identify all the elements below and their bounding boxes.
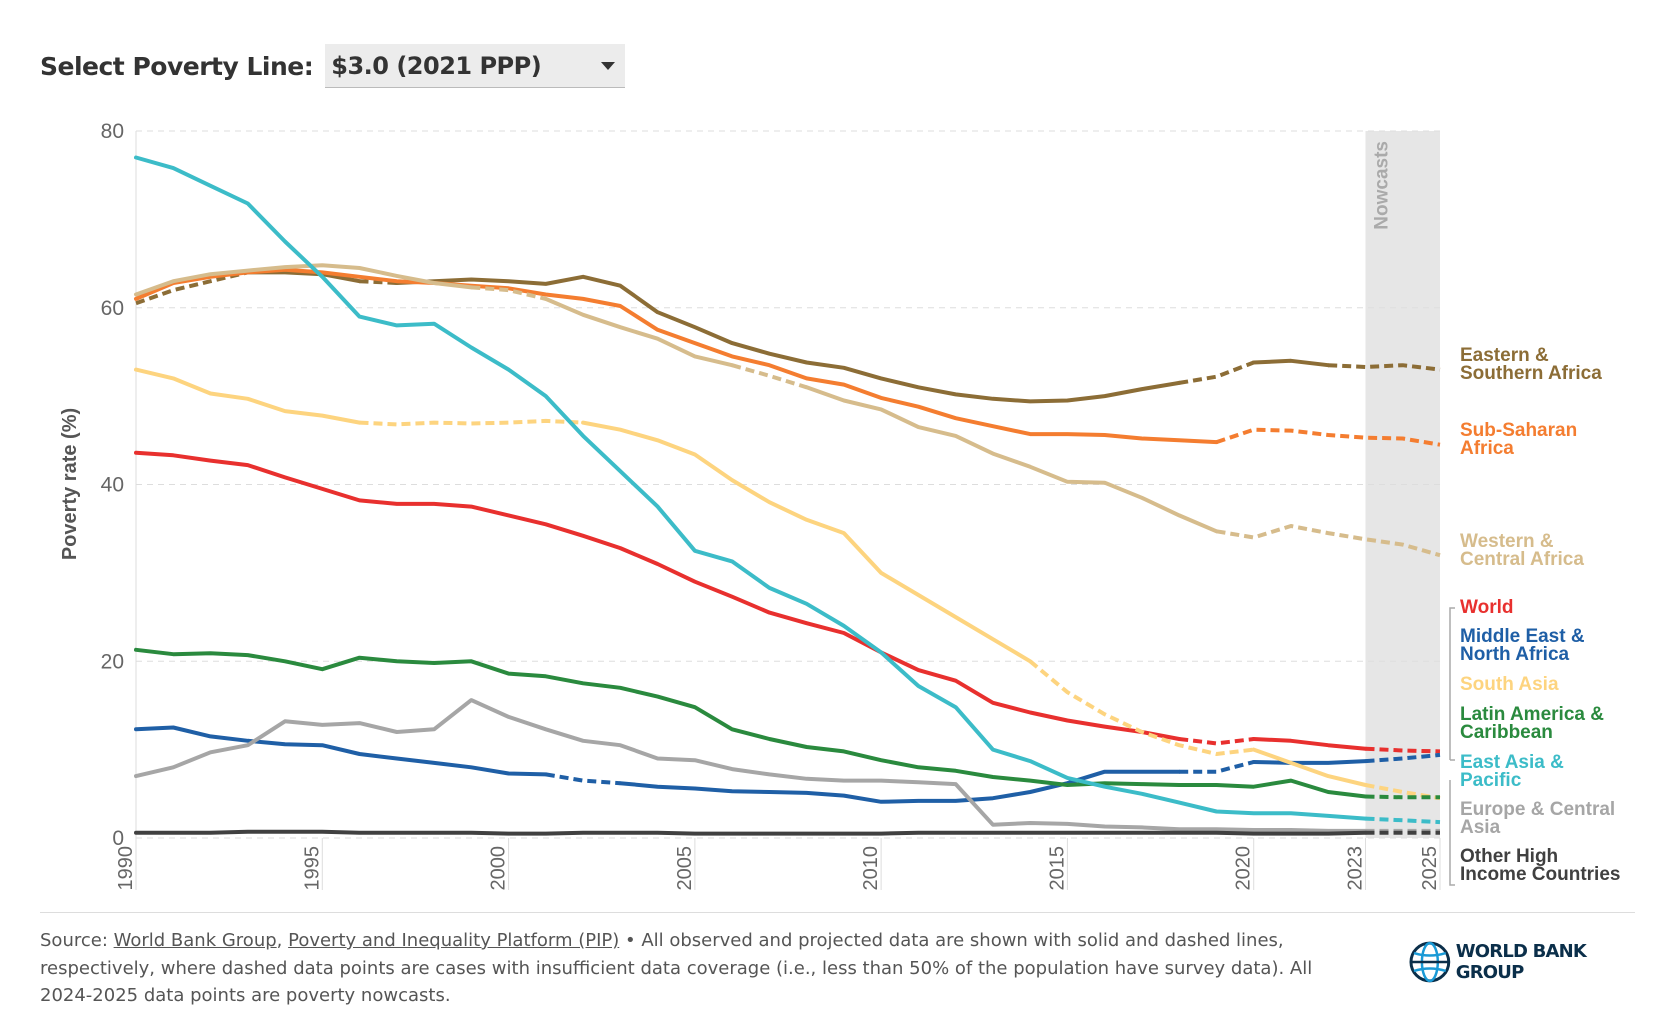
series-line-east-asia-pacific	[1365, 816, 1441, 825]
x-tick-label: 2015	[1046, 846, 1068, 891]
series-line-east-asia-pacific	[134, 155, 1368, 821]
series-label: East Asia &	[1460, 752, 1564, 773]
series-line-middle-east-north-africa	[618, 769, 1182, 804]
poverty-line-selector: Select Poverty Line: $3.0 (2021 PPP)	[40, 44, 626, 88]
series-line-western-central-africa	[471, 285, 547, 301]
series-line-western-central-africa	[134, 263, 474, 297]
series-line-south-asia	[359, 418, 584, 427]
series-line-eastern-southern-africa	[135, 270, 249, 306]
source-sep: ,	[276, 930, 289, 951]
y-tick-label: 20	[101, 650, 124, 673]
series-line-world	[1178, 737, 1254, 746]
x-tick-label: 2020	[1233, 846, 1255, 891]
world-bank-link[interactable]: World Bank Group	[113, 930, 277, 951]
x-tick-label: 1995	[301, 846, 323, 891]
series-line-latin-america-caribbean	[1365, 794, 1440, 800]
series-line-latin-america-caribbean	[134, 647, 1368, 799]
series-line-sub-saharan-africa	[1215, 427, 1441, 447]
x-tick-label: 2000	[488, 846, 510, 891]
series-line-south-asia	[1251, 747, 1368, 787]
series-label: Caribbean	[1460, 722, 1553, 743]
series-label: Asia	[1460, 817, 1501, 838]
x-tick-label: 2010	[860, 846, 882, 891]
series-line-eastern-southern-africa	[359, 279, 397, 285]
poverty-line-dropdown[interactable]: $3.0 (2021 PPP)	[325, 44, 626, 88]
y-axis-title: Poverty rate (%)	[59, 408, 81, 560]
poverty-chart: Nowcasts 0 20 40 60 80 1990 1995 2000 2005 2010 201…	[59, 120, 1620, 891]
series-line-eastern-southern-africa	[1251, 358, 1331, 368]
x-tick-label: 2025	[1419, 846, 1441, 891]
series-line-eastern-southern-africa	[1328, 363, 1441, 372]
series-line-europe-central-asia	[134, 698, 1368, 833]
selector-label: Select Poverty Line:	[40, 51, 314, 81]
series-line-south-asia	[134, 367, 362, 425]
y-tick-label: 80	[101, 120, 124, 143]
series-label: North Africa	[1460, 644, 1570, 665]
series-label: South Asia	[1460, 674, 1559, 695]
series-line-south-asia	[1028, 659, 1254, 756]
y-tick-label: 0	[112, 827, 124, 850]
x-tick-label: 2005	[674, 846, 696, 891]
series-label: Eastern &	[1460, 345, 1549, 366]
series-line-world	[1251, 737, 1368, 751]
x-tick-label: 1990	[115, 846, 137, 891]
series-line-other-high-income-countries	[134, 829, 1368, 836]
series-label: Income Countries	[1460, 864, 1620, 885]
series-line-western-central-africa	[1216, 524, 1441, 558]
series-label: World	[1460, 597, 1513, 618]
series-line-eastern-southern-africa	[1178, 360, 1255, 385]
series-line-world	[134, 450, 1182, 741]
source-text: • All observed and projected data are sh…	[40, 930, 1313, 1006]
series-label: Southern Africa	[1460, 363, 1602, 384]
series-line-middle-east-north-africa	[1179, 760, 1255, 774]
footer-divider	[40, 912, 1635, 913]
series-label: Other High	[1460, 846, 1558, 867]
series-label: Europe & Central	[1460, 799, 1615, 820]
series-line-south-asia	[581, 420, 1033, 664]
dropdown-value: $3.0 (2021 PPP)	[331, 51, 542, 80]
source-note: Source: World Bank Group, Poverty and In…	[40, 927, 1350, 1010]
series-line-world	[1365, 746, 1441, 754]
series-line-middle-east-north-africa	[134, 725, 548, 777]
series-label: Pacific	[1460, 770, 1522, 791]
series-label: Middle East &	[1460, 626, 1585, 647]
series-line-western-central-africa	[731, 363, 808, 390]
series-label: Africa	[1460, 438, 1514, 459]
series-label: Central Africa	[1460, 549, 1584, 570]
series-line-eastern-southern-africa	[394, 274, 1182, 404]
series-line-middle-east-north-africa	[1251, 759, 1368, 765]
label-bracket	[1449, 607, 1455, 886]
series-line-western-central-africa	[804, 385, 1219, 534]
world-bank-logo: WORLD BANK GROUP	[1408, 940, 1658, 984]
series-label: Sub-Saharan	[1460, 420, 1577, 441]
series-line-middle-east-north-africa	[545, 772, 621, 786]
y-tick-label: 40	[101, 474, 124, 497]
source-prefix: Source:	[40, 930, 114, 951]
series-line-western-central-africa	[543, 296, 735, 368]
caret-down-icon	[601, 61, 616, 70]
nowcast-label: Nowcasts	[1371, 141, 1392, 230]
series-line-middle-east-north-africa	[1365, 752, 1441, 764]
series-label: Latin America &	[1460, 704, 1604, 725]
globe-icon	[1409, 941, 1451, 983]
pip-link[interactable]: Poverty and Inequality Platform (PIP)	[288, 930, 620, 951]
series-label: Western &	[1460, 531, 1554, 552]
x-tick-label: 2023	[1344, 846, 1366, 891]
series-line-sub-saharan-africa	[134, 267, 1219, 445]
y-tick-label: 60	[101, 297, 124, 320]
logo-text: WORLD BANK GROUP	[1455, 941, 1587, 983]
